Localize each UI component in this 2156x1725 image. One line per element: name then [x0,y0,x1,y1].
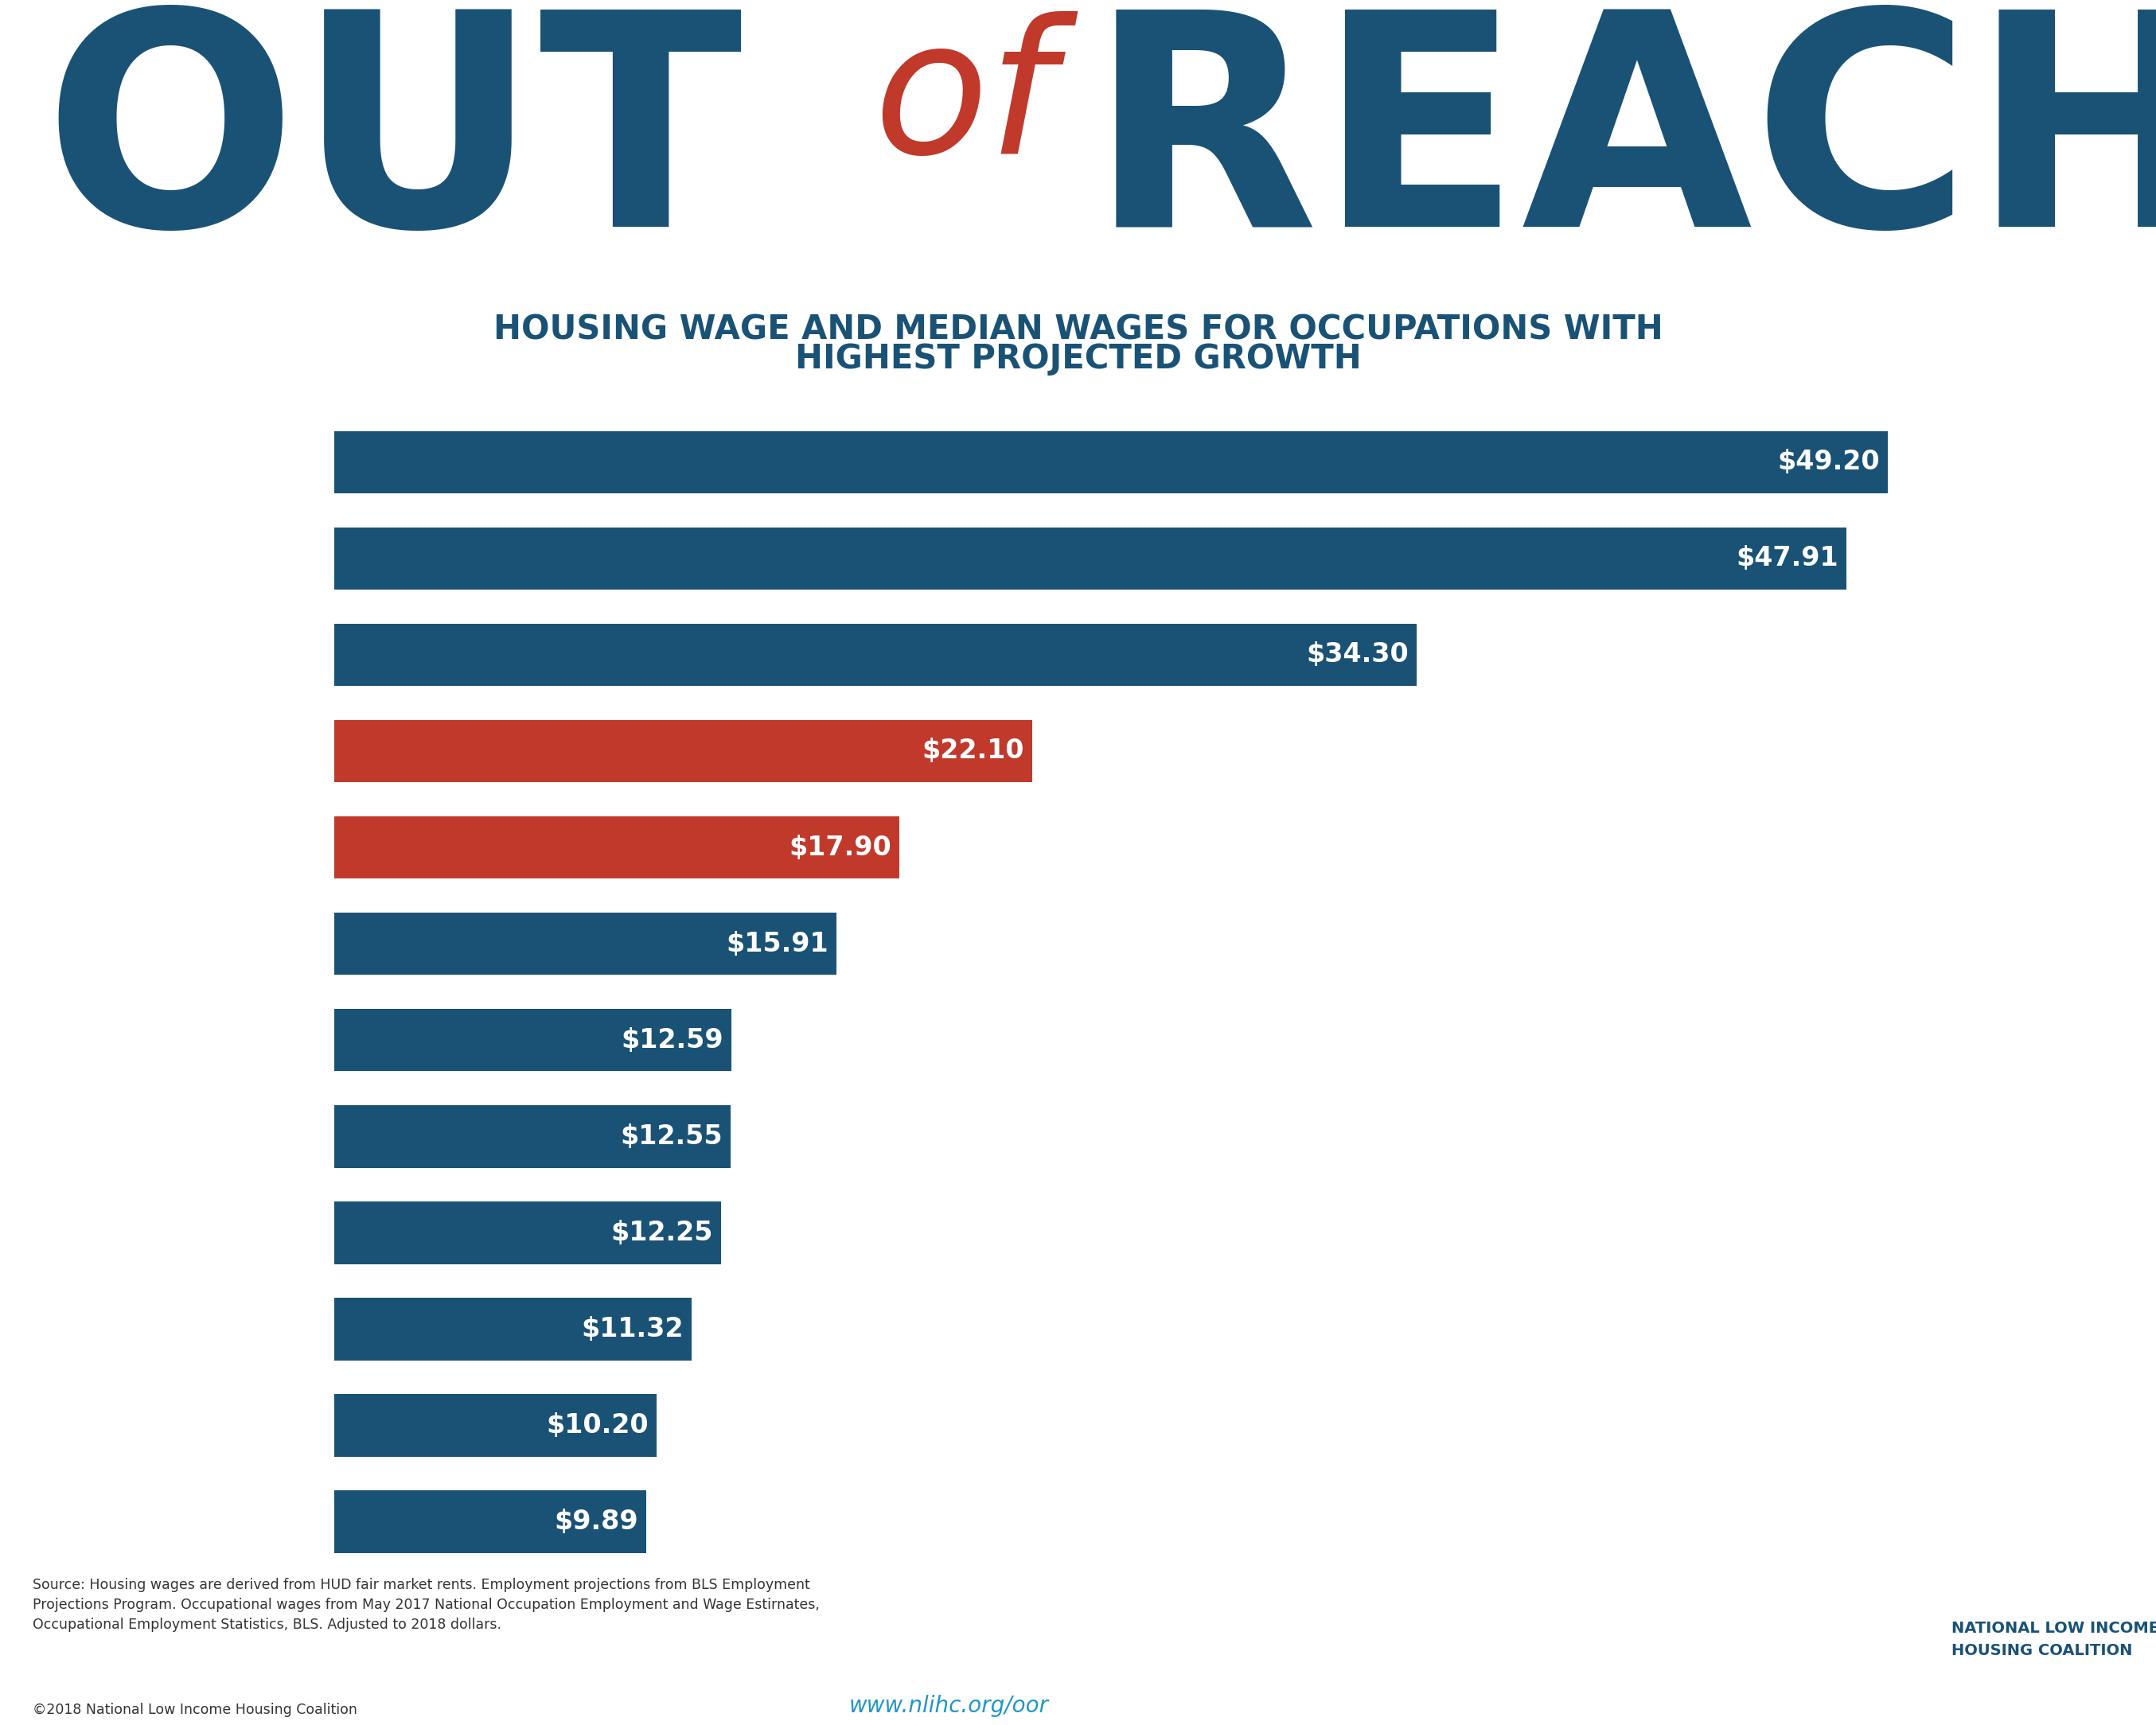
Text: REACH: REACH [1089,0,2156,288]
Bar [334,431,1886,493]
Text: Source: Housing wages are derived from HUD fair market rents. Employment project: Source: Housing wages are derived from H… [32,1577,819,1632]
Text: $22.10: $22.10 [923,738,1024,764]
Text: $12.25: $12.25 [610,1220,714,1245]
Bar [334,1201,720,1264]
Text: $47.91: $47.91 [1736,545,1839,571]
Bar [334,1297,692,1361]
Text: $17.90: $17.90 [789,835,890,861]
Text: www.nlihc.org/oor: www.nlihc.org/oor [849,1696,1048,1718]
Text: OUT: OUT [43,0,742,288]
Bar [334,528,1848,590]
Text: HOUSING WAGE AND MEDIAN WAGES FOR OCCUPATIONS WITH: HOUSING WAGE AND MEDIAN WAGES FOR OCCUPA… [494,314,1662,347]
Bar [334,1009,731,1071]
Bar [334,816,899,878]
Text: NATIONAL LOW INCOME
HOUSING COALITION: NATIONAL LOW INCOME HOUSING COALITION [1951,1621,2156,1658]
Text: HIGHEST PROJECTED GROWTH: HIGHEST PROJECTED GROWTH [796,342,1360,376]
Bar [334,913,837,975]
Bar [334,719,1033,783]
Text: ©2018 National Low Income Housing Coalition: ©2018 National Low Income Housing Coalit… [32,1703,358,1718]
Bar [334,623,1416,687]
Bar [334,1490,647,1552]
Text: $49.20: $49.20 [1777,449,1880,476]
Text: $12.55: $12.55 [621,1123,722,1149]
Text: $10.20: $10.20 [545,1413,649,1439]
Text: $9.89: $9.89 [554,1508,638,1535]
Text: $12.59: $12.59 [621,1026,724,1054]
Text: of: of [873,12,1054,193]
Text: $11.32: $11.32 [582,1316,683,1342]
Text: $34.30: $34.30 [1307,642,1410,668]
Bar [334,1394,655,1456]
Text: $15.91: $15.91 [727,930,828,957]
Bar [334,1106,731,1168]
